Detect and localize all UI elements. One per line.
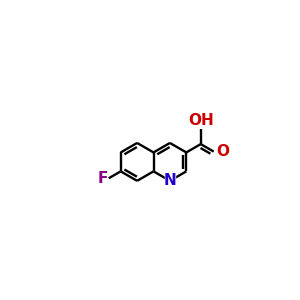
Text: OH: OH xyxy=(188,113,214,128)
Bar xyxy=(165,175,175,186)
Text: N: N xyxy=(164,173,176,188)
Text: F: F xyxy=(97,171,107,186)
Text: O: O xyxy=(217,144,230,159)
